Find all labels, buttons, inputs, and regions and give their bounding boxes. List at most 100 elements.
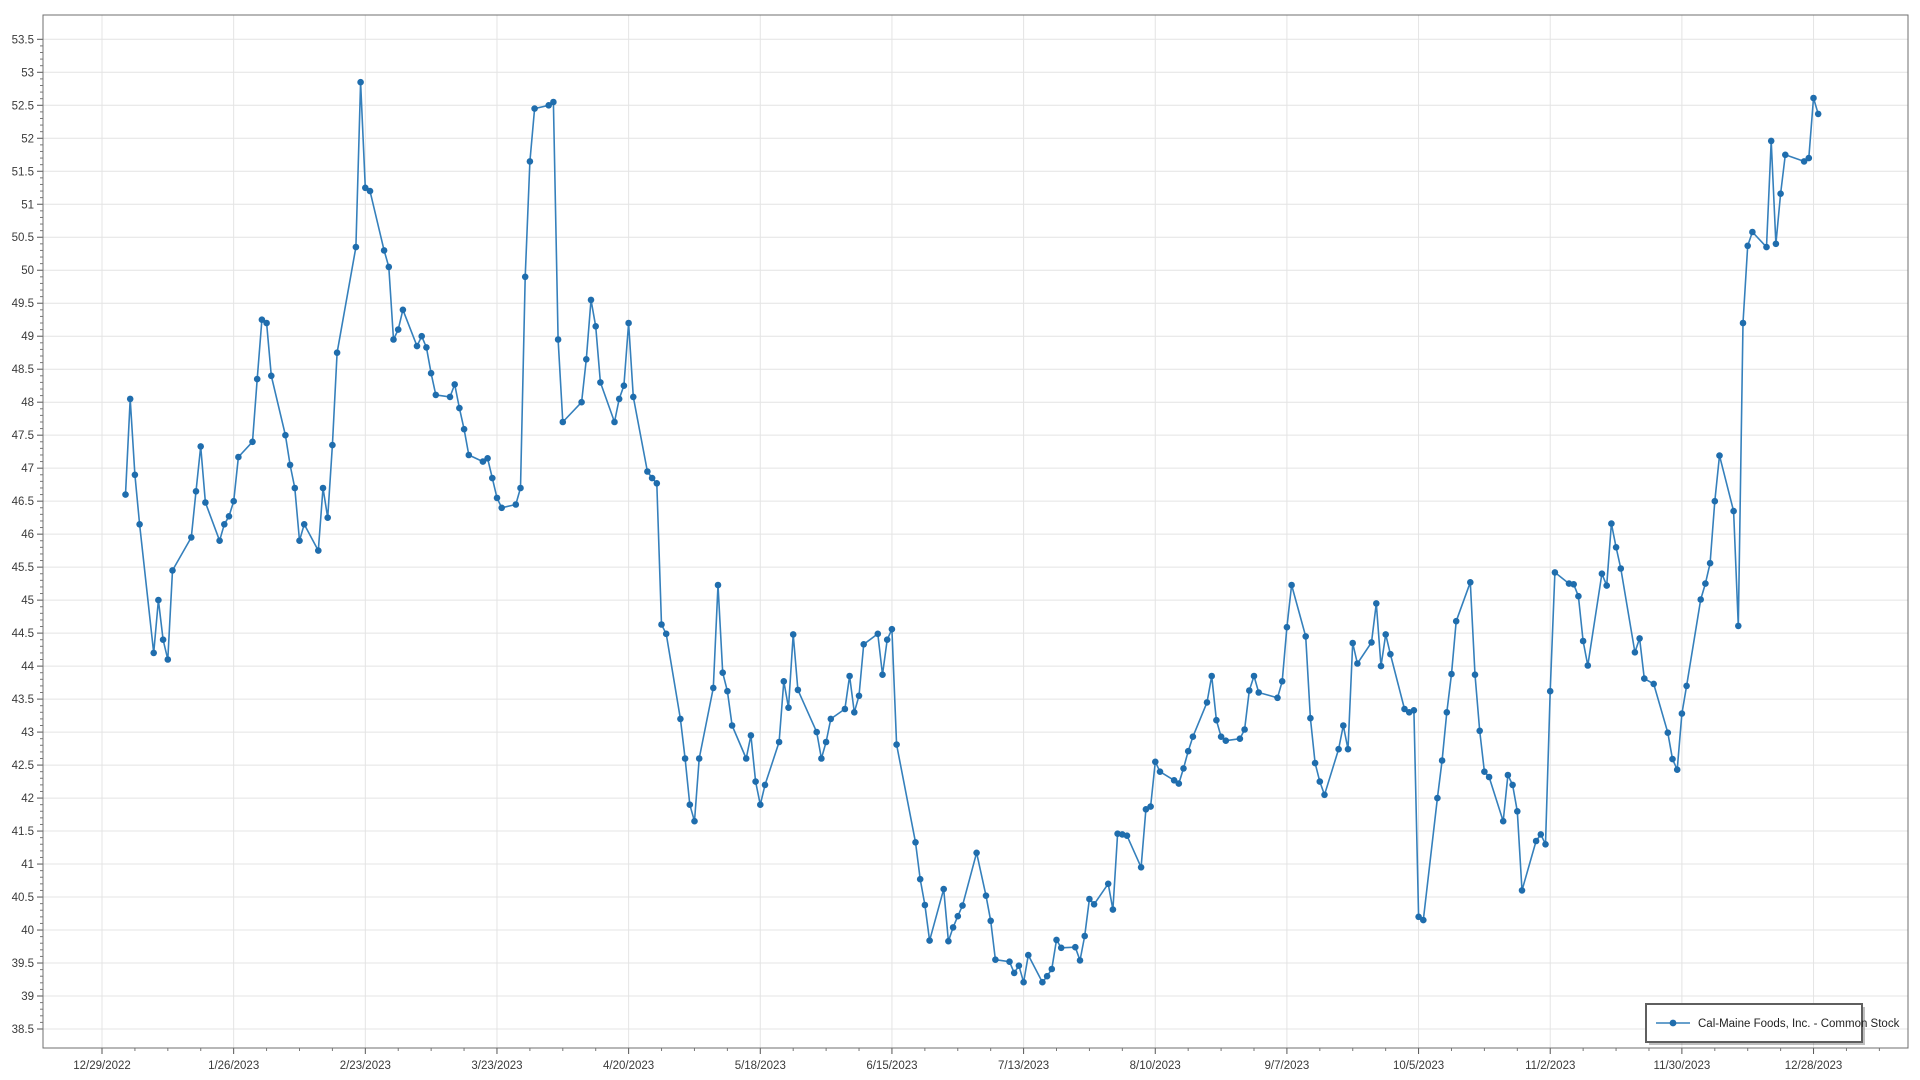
data-point-marker [460,425,468,433]
data-point-marker [578,398,585,406]
data-point-marker [1354,660,1361,667]
data-point-marker [1518,887,1526,894]
data-point-marker [1706,559,1714,567]
data-point-marker [1307,714,1314,722]
data-point-marker [1180,765,1187,772]
data-point-marker [1814,110,1822,118]
data-point-marker [380,247,388,254]
data-point-marker [1584,662,1592,669]
data-point-marker [818,755,825,762]
y-tick-label: 51 [21,199,34,211]
data-point-marker [333,349,341,357]
y-tick-label: 49.5 [12,298,34,310]
x-tick-label: 8/10/2023 [1130,1060,1181,1072]
y-tick-label: 47 [21,463,34,475]
data-point-marker [1302,633,1309,640]
data-point-marker [385,263,393,271]
data-point-marker [1575,592,1582,600]
data-point-marker [451,381,459,388]
data-point-marker [394,326,402,333]
data-point-marker [1217,733,1225,740]
data-point-marker [757,801,764,808]
data-point-marker [1203,699,1211,706]
data-point-marker [742,755,750,762]
data-point-marker [714,581,722,589]
data-point-marker [695,755,703,762]
data-point-marker [1683,682,1690,690]
plot-background [43,15,1908,1048]
y-tick-label: 42.5 [12,760,34,772]
data-point-marker [883,636,891,643]
data-point-marker [1434,794,1441,802]
data-point-marker [1137,864,1145,871]
data-point-marker [1782,151,1789,159]
data-point-marker [362,184,369,192]
data-point-marker [352,243,360,251]
data-point-marker [1735,622,1742,630]
data-point-marker [1744,242,1751,250]
data-point-marker [592,323,599,330]
y-tick-label: 52 [21,133,34,145]
data-point-marker [136,521,143,528]
x-tick-label: 7/13/2023 [998,1060,1049,1072]
data-point-marker [456,404,463,412]
y-tick-label: 46.5 [12,496,34,508]
data-point-marker [1081,932,1088,940]
x-tick-label: 3/23/2023 [471,1060,522,1072]
data-point-marker [662,630,670,638]
y-tick-label: 44.5 [12,628,34,640]
data-point-marker [1104,880,1112,888]
data-point-marker [841,705,849,713]
data-point-marker [1471,671,1479,678]
data-point-marker [827,715,835,723]
x-tick-label: 2/23/2023 [340,1060,391,1072]
data-point-marker [1241,726,1248,733]
data-point-marker [1617,565,1625,572]
data-point-marker [296,537,303,544]
data-point-marker [479,458,487,465]
data-point-marker [1377,662,1385,670]
y-tick-label: 48.5 [12,364,34,376]
data-point-marker [202,499,209,506]
data-point-marker [785,704,792,711]
data-point-marker [545,102,552,109]
data-point-marker [493,494,501,502]
y-tick-label: 39 [21,991,34,1003]
data-point-marker [1255,689,1262,696]
data-point-marker [719,669,726,676]
data-point-marker [1184,747,1192,755]
data-point-marker [1537,831,1545,838]
data-point-marker [1598,570,1606,577]
data-point-marker [432,391,440,399]
data-point-marker [1481,768,1488,775]
x-tick-label: 1/26/2023 [208,1060,259,1072]
data-point-marker [583,356,590,363]
y-tick-label: 43 [21,727,34,739]
data-point-marker [1090,901,1098,908]
legend-label: Cal-Maine Foods, Inc. - Common Stock [1698,1018,1900,1030]
data-point-marker [1579,637,1587,645]
data-point-marker [1410,707,1418,714]
y-tick-label: 46 [21,529,34,541]
data-point-marker [1222,737,1230,744]
data-point-marker [484,455,491,462]
y-tick-label: 52.5 [12,100,34,112]
data-point-marker [517,484,524,492]
data-point-marker [1321,791,1328,799]
data-point-marker [653,480,661,487]
data-point-marker [1650,680,1657,688]
data-point-marker [1467,579,1474,586]
legend-box[interactable]: Cal-Maine Foods, Inc. - Common Stock [1645,1003,1900,1045]
data-point-marker [559,418,567,426]
data-point-marker [300,521,308,528]
data-point-marker [1283,623,1291,631]
data-point-marker [648,474,656,482]
data-point-marker [1349,639,1356,647]
data-point-marker [710,684,717,692]
data-point-marker [197,443,204,450]
data-point-marker [926,937,933,944]
data-point-marker [1678,710,1686,717]
data-point-marker [1236,735,1244,742]
data-point-marker [780,678,788,685]
y-tick-label: 42 [21,793,34,805]
